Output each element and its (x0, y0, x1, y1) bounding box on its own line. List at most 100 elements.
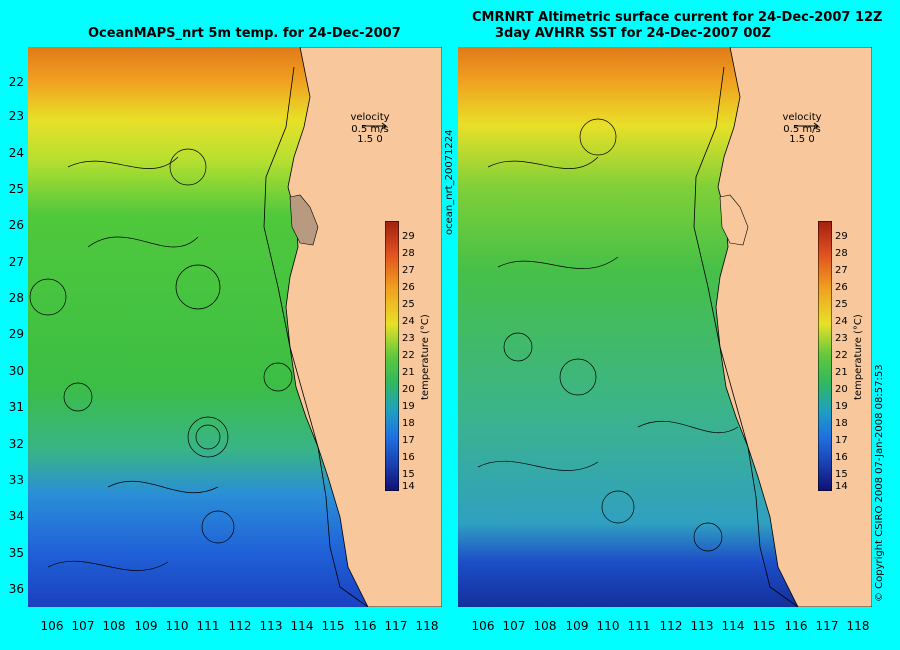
colorbar-tick: 23 (835, 333, 848, 344)
lat-tick: 26 (8, 218, 24, 232)
lon-tick: 118 (846, 619, 870, 633)
right-shelf-contour (693, 66, 799, 607)
lon-tick: 111 (196, 619, 220, 633)
colorbar-tick: 21 (835, 367, 848, 378)
colorbar-tick: 25 (402, 299, 415, 310)
colorbar-tick: 15 (835, 469, 848, 480)
lon-tick: 110 (165, 619, 189, 633)
colorbar-tick: 19 (402, 401, 415, 412)
lon-tick: 112 (659, 619, 683, 633)
lat-tick: 25 (8, 182, 24, 196)
lon-tick: 108 (533, 619, 557, 633)
lat-tick: 34 (8, 509, 24, 523)
right-land (715, 47, 872, 607)
lon-tick: 106 (471, 619, 495, 633)
colorbar-tick: 27 (402, 265, 415, 276)
lat-tick: 31 (8, 400, 24, 414)
left-land (285, 47, 442, 607)
colorbar-tick: 23 (402, 333, 415, 344)
right-bay (719, 194, 749, 246)
colorbar-tick: 29 (402, 231, 415, 242)
lat-tick: 27 (8, 255, 24, 269)
right-map-title-line1: CMRNRT Altimetric surface current for 24… (472, 10, 883, 25)
right-colorbar-label: temperature (°C) (853, 314, 864, 400)
colorbar-tick: 16 (835, 452, 848, 463)
colorbar-tick: 27 (835, 265, 848, 276)
right-velocity-label: velocity (782, 112, 822, 123)
right-map-canvas (458, 47, 872, 607)
left-current-vectors (29, 148, 293, 571)
colorbar-tick: 15 (402, 469, 415, 480)
lon-tick: 114 (721, 619, 745, 633)
colorbar-tick: 17 (402, 435, 415, 446)
colorbar-tick: 28 (835, 248, 848, 259)
colorbar-tick: 14 (402, 481, 415, 492)
lon-tick: 115 (321, 619, 345, 633)
left-bay (289, 194, 319, 246)
lon-tick: 109 (565, 619, 589, 633)
left-map-canvas (28, 47, 442, 607)
lon-tick: 109 (134, 619, 158, 633)
colorbar-tick: 26 (835, 282, 848, 293)
colorbar-tick: 24 (402, 316, 415, 327)
colorbar-tick: 24 (835, 316, 848, 327)
colorbar-tick: 14 (835, 481, 848, 492)
lat-tick: 36 (8, 582, 24, 596)
left-map-title: OceanMAPS_nrt 5m temp. for 24-Dec-2007 (88, 26, 401, 41)
lon-tick: 116 (784, 619, 808, 633)
lat-tick: 23 (8, 109, 24, 123)
left-velocity-scale: 1.5 0 (357, 134, 383, 145)
lon-tick: 117 (384, 619, 408, 633)
colorbar-tick: 19 (835, 401, 848, 412)
lon-tick: 112 (228, 619, 252, 633)
colorbar-tick: 17 (835, 435, 848, 446)
colorbar-tick: 28 (402, 248, 415, 259)
colorbar-tick: 18 (835, 418, 848, 429)
lat-tick: 35 (8, 546, 24, 560)
lon-tick: 107 (71, 619, 95, 633)
colorbar-tick: 26 (402, 282, 415, 293)
lon-tick: 118 (415, 619, 439, 633)
right-colorbar (818, 221, 832, 491)
left-map-panel[interactable] (28, 47, 442, 607)
right-velocity-arrow-icon (794, 122, 819, 130)
lat-tick: 33 (8, 473, 24, 487)
colorbar-tick: 22 (835, 350, 848, 361)
colorbar-tick: 29 (835, 231, 848, 242)
right-map-panel[interactable] (458, 47, 872, 607)
left-shelf-contour (263, 66, 369, 607)
lon-tick: 111 (627, 619, 651, 633)
right-velocity-scale: 1.5 0 (789, 134, 815, 145)
lon-tick: 110 (596, 619, 620, 633)
colorbar-tick: 16 (402, 452, 415, 463)
lon-tick: 115 (752, 619, 776, 633)
left-velocity-label: velocity (350, 112, 390, 123)
colorbar-tick: 20 (835, 384, 848, 395)
colorbar-tick: 20 (402, 384, 415, 395)
lon-tick: 114 (290, 619, 314, 633)
right-map-title-line2: 3day AVHRR SST for 24-Dec-2007 00Z (495, 26, 771, 41)
lat-tick: 22 (8, 75, 24, 89)
colorbar-tick: 25 (835, 299, 848, 310)
lat-tick: 29 (8, 327, 24, 341)
lat-tick: 32 (8, 437, 24, 451)
lon-tick: 116 (353, 619, 377, 633)
product-id-label: ocean_nrt_20071224 (444, 129, 455, 235)
lon-tick: 117 (815, 619, 839, 633)
left-velocity-arrow-icon (362, 122, 387, 130)
lon-tick: 113 (259, 619, 283, 633)
lon-tick: 107 (502, 619, 526, 633)
colorbar-tick: 22 (402, 350, 415, 361)
right-current-vectors (477, 118, 739, 552)
lon-tick: 113 (690, 619, 714, 633)
left-velocity-value: 0.5 m/s (351, 124, 389, 135)
lat-tick: 24 (8, 146, 24, 160)
lat-tick: 28 (8, 291, 24, 305)
lon-tick: 108 (102, 619, 126, 633)
lat-tick: 30 (8, 364, 24, 378)
left-colorbar (385, 221, 399, 491)
colorbar-tick: 18 (402, 418, 415, 429)
lon-tick: 106 (40, 619, 64, 633)
copyright-label: © Copyright CSIRO 2008 07-Jan-2008 08:57… (874, 364, 885, 602)
right-velocity-value: 0.5 m/s (783, 124, 821, 135)
